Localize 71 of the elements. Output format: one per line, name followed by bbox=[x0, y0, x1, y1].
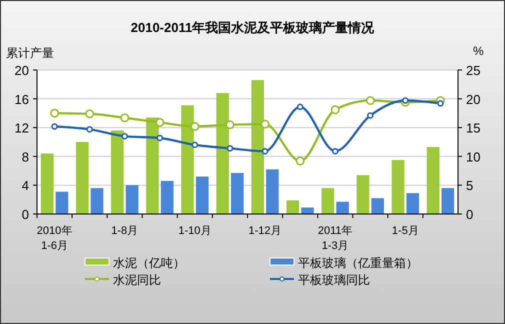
point bbox=[156, 134, 164, 142]
point bbox=[190, 122, 200, 131]
point bbox=[296, 104, 304, 110]
point bbox=[50, 108, 59, 118]
bar bbox=[146, 118, 159, 214]
x-tick-label: 2011年 1-3月 bbox=[318, 225, 353, 252]
bar bbox=[392, 160, 404, 214]
y2-tick-label: 5 bbox=[466, 178, 474, 194]
bar bbox=[56, 192, 68, 214]
legend-label: 平板玻璃同比 bbox=[298, 273, 370, 287]
point bbox=[51, 123, 58, 130]
x-tick-label: 1-10月 bbox=[178, 225, 212, 237]
y2-tick-label: 25 bbox=[466, 63, 480, 78]
bar bbox=[371, 198, 384, 214]
y2-tick-label: 10 bbox=[466, 149, 480, 164]
point bbox=[367, 112, 374, 119]
point bbox=[330, 105, 340, 114]
y2-tick-label: 0 bbox=[466, 207, 474, 222]
bar bbox=[111, 130, 124, 214]
bar bbox=[40, 154, 54, 214]
point bbox=[192, 142, 198, 148]
bar bbox=[406, 193, 420, 214]
x-tick-label: 1-5月 bbox=[392, 225, 419, 237]
point bbox=[155, 118, 164, 127]
y-tick-label: 0 bbox=[22, 207, 29, 222]
y2-tick-label: 15 bbox=[466, 120, 480, 136]
bar bbox=[251, 80, 264, 214]
bar bbox=[126, 185, 138, 214]
bar bbox=[322, 188, 334, 214]
legend-label: 平板玻璃（亿重量箱） bbox=[298, 256, 418, 270]
legend-label: 水泥（亿吨） bbox=[113, 256, 185, 270]
point bbox=[262, 148, 268, 154]
bar bbox=[426, 147, 440, 214]
y-tick-label: 12 bbox=[14, 120, 29, 136]
point bbox=[366, 96, 375, 105]
bar bbox=[216, 93, 229, 214]
point bbox=[402, 97, 409, 104]
legend-label: 水泥同比 bbox=[113, 273, 161, 287]
point bbox=[121, 132, 128, 140]
y-tick-label: 4 bbox=[22, 178, 29, 194]
x-tick-label: 1-8月 bbox=[111, 225, 138, 237]
bar bbox=[231, 172, 244, 214]
bar bbox=[442, 188, 454, 214]
bar bbox=[160, 180, 174, 214]
y-tick-label: 8 bbox=[22, 149, 29, 164]
y-axis-title: 累计产量 bbox=[6, 46, 54, 60]
bar bbox=[301, 208, 314, 214]
bar bbox=[196, 176, 209, 214]
point bbox=[296, 156, 305, 166]
point bbox=[437, 100, 444, 107]
bar bbox=[286, 200, 300, 214]
point bbox=[120, 113, 130, 122]
chart-title: 2010-2011年我国水泥及平板玻璃产量情况 bbox=[130, 20, 376, 35]
bar bbox=[90, 188, 104, 214]
point bbox=[226, 145, 234, 152]
point bbox=[260, 120, 270, 129]
point bbox=[86, 126, 93, 133]
x-tick-label: 2010年 1-6月 bbox=[36, 225, 72, 252]
y-tick-label: 20 bbox=[14, 63, 29, 78]
point bbox=[332, 148, 338, 154]
y-tick-label: 16 bbox=[14, 92, 29, 107]
bar bbox=[356, 175, 370, 214]
bar bbox=[266, 169, 279, 214]
bar bbox=[76, 142, 89, 214]
y2-axis-title: % bbox=[473, 44, 484, 58]
y2-tick-label: 20 bbox=[466, 92, 480, 107]
x-tick-label: 1-12月 bbox=[248, 225, 282, 237]
point bbox=[226, 120, 234, 130]
bar bbox=[181, 105, 194, 214]
point bbox=[85, 109, 94, 118]
bar bbox=[336, 202, 349, 214]
